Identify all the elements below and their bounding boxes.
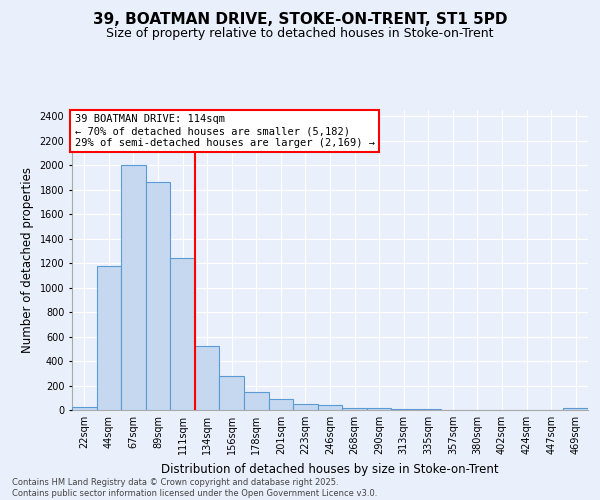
Bar — [72, 407, 97, 410]
Bar — [170, 258, 195, 410]
Bar — [342, 408, 367, 410]
Bar — [269, 399, 293, 410]
Y-axis label: Number of detached properties: Number of detached properties — [21, 167, 34, 353]
X-axis label: Distribution of detached houses by size in Stoke-on-Trent: Distribution of detached houses by size … — [161, 462, 499, 475]
Bar — [146, 182, 170, 410]
Bar — [293, 404, 318, 410]
Bar — [97, 266, 121, 410]
Bar — [121, 165, 146, 410]
Bar — [318, 405, 342, 410]
Bar — [391, 409, 416, 410]
Text: 39 BOATMAN DRIVE: 114sqm
← 70% of detached houses are smaller (5,182)
29% of sem: 39 BOATMAN DRIVE: 114sqm ← 70% of detach… — [74, 114, 374, 148]
Text: Size of property relative to detached houses in Stoke-on-Trent: Size of property relative to detached ho… — [106, 28, 494, 40]
Bar — [195, 346, 220, 410]
Bar — [244, 392, 269, 410]
Bar — [367, 408, 391, 410]
Bar — [563, 408, 588, 410]
Text: Contains HM Land Registry data © Crown copyright and database right 2025.
Contai: Contains HM Land Registry data © Crown c… — [12, 478, 377, 498]
Text: 39, BOATMAN DRIVE, STOKE-ON-TRENT, ST1 5PD: 39, BOATMAN DRIVE, STOKE-ON-TRENT, ST1 5… — [93, 12, 507, 28]
Bar — [220, 376, 244, 410]
